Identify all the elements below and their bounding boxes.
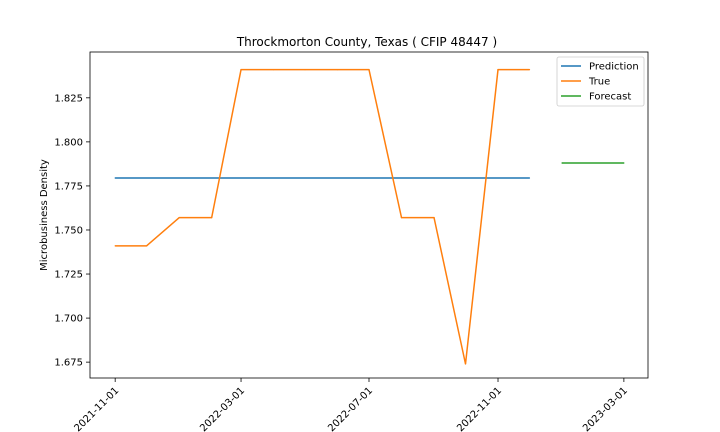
- data-point-true: [368, 69, 370, 71]
- y-tick-label: 1.750: [54, 225, 83, 236]
- y-tick-label: 1.800: [54, 137, 83, 148]
- legend-label-prediction: Prediction: [589, 62, 639, 73]
- data-point-true: [497, 69, 499, 71]
- data-point-true: [433, 217, 435, 219]
- x-tick-label: 2022-11-01: [455, 385, 504, 432]
- legend-label-forecast: Forecast: [589, 92, 631, 103]
- y-axis: 1.675 1.700 1.725 1.750 1.775 1.800 1.825: [54, 93, 90, 369]
- chart-title: Throckmorton County, Texas ( CFIP 48447 …: [236, 35, 497, 49]
- data-point-true: [178, 217, 180, 219]
- y-tick-label: 1.725: [54, 270, 83, 281]
- legend: Prediction True Forecast: [556, 56, 645, 107]
- legend-box: [556, 56, 645, 107]
- y-axis-label: Microbusiness Density: [39, 159, 50, 271]
- data-point-true: [240, 69, 242, 71]
- data-point-prediction: [114, 177, 116, 179]
- x-tick-label: 2023-03-01: [581, 385, 630, 432]
- y-tick-label: 1.700: [54, 314, 83, 325]
- y-tick-label: 1.775: [54, 181, 83, 192]
- data-point-true: [272, 69, 275, 71]
- series-layer: [114, 68, 625, 365]
- x-tick-label: 2022-03-01: [198, 385, 247, 432]
- data-point-forecast: [623, 162, 625, 164]
- data-point-true: [114, 245, 116, 247]
- legend-label-true: True: [588, 77, 610, 88]
- data-point-prediction: [528, 177, 531, 179]
- data-point-true: [400, 217, 403, 219]
- data-point-true: [304, 69, 306, 71]
- series-line-true: [115, 68, 530, 365]
- data-point-forecast: [561, 162, 563, 164]
- y-tick-label: 1.825: [54, 93, 83, 104]
- data-point-true: [146, 245, 148, 247]
- y-tick-label: 1.675: [54, 358, 83, 369]
- data-point-true: [336, 69, 339, 71]
- x-tick-label: 2022-07-01: [326, 385, 375, 432]
- x-axis: 2021-11-01 2022-03-01 2022-07-01 2022-11-01…: [72, 378, 630, 432]
- x-tick-label: 2021-11-01: [72, 385, 121, 432]
- data-point-true: [464, 363, 467, 365]
- data-point-true: [211, 217, 213, 219]
- data-point-true: [528, 69, 531, 71]
